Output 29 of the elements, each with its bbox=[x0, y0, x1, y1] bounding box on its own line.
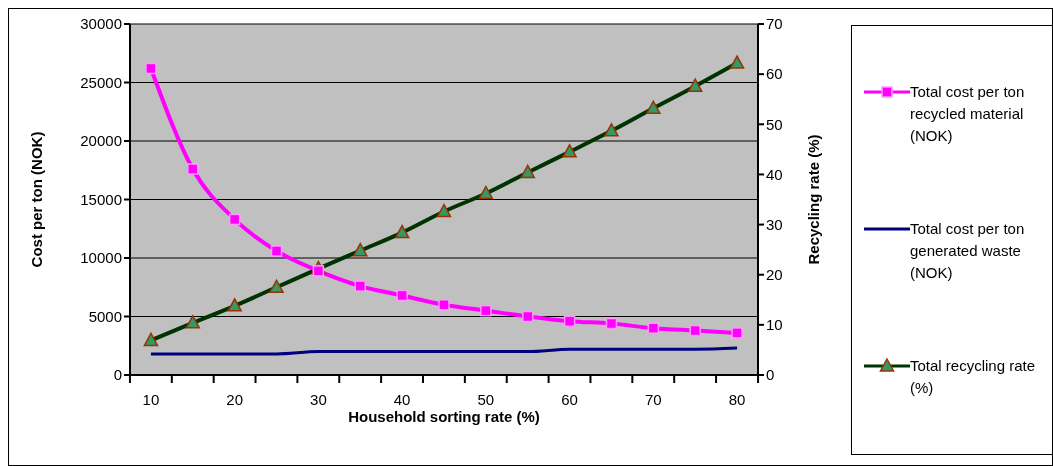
x-tick-label: 60 bbox=[561, 391, 578, 408]
x-tick-label: 10 bbox=[142, 391, 160, 408]
y2-tick-label: 50 bbox=[766, 115, 783, 133]
x-tick-label: 80 bbox=[728, 391, 746, 408]
x-tick-label: 40 bbox=[393, 391, 411, 408]
y-tick-label: 20000 bbox=[80, 132, 122, 150]
x-axis-title: Household sorting rate (%) bbox=[348, 408, 540, 425]
y2-tick-label: 40 bbox=[766, 165, 783, 183]
y2-tick-label: 60 bbox=[766, 65, 783, 83]
legend-label: Total cost per ton generated waste (NOK) bbox=[910, 219, 1026, 283]
x-tick-label: 30 bbox=[310, 391, 327, 408]
y2-tick-label: 20 bbox=[766, 266, 783, 284]
x-tick-label: 70 bbox=[644, 391, 662, 408]
y-tick-label: 10000 bbox=[80, 249, 122, 267]
y2-tick-label: 10 bbox=[766, 316, 783, 334]
y-tick-label: 30000 bbox=[80, 15, 122, 33]
x-tick-label: 50 bbox=[477, 391, 495, 408]
y2-tick-label: 0 bbox=[766, 366, 775, 384]
y2-axis-title: Recycling rate (%) bbox=[805, 134, 823, 265]
y-tick-label: 15000 bbox=[80, 190, 122, 208]
y2-tick-label: 30 bbox=[766, 215, 783, 233]
y-tick-label: 5000 bbox=[88, 307, 122, 325]
y2-tick-label: 70 bbox=[766, 15, 783, 33]
y-axis-title: Cost per ton (NOK) bbox=[28, 131, 46, 268]
y-tick-label: 0 bbox=[113, 366, 122, 384]
x-tick-label: 20 bbox=[226, 391, 244, 408]
y-tick-label: 25000 bbox=[80, 73, 122, 91]
legend-label: Total cost per ton recycled material (NOK) bbox=[910, 82, 1026, 147]
legend-label: Total recycling rate (%) bbox=[910, 355, 1037, 398]
